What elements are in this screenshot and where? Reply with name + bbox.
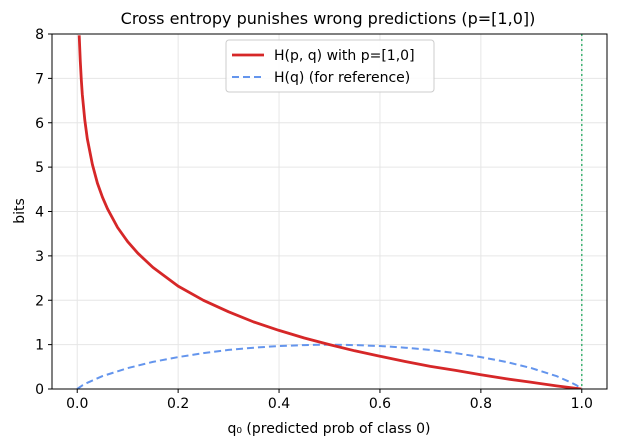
- x-tick-label: 0.6: [369, 396, 391, 412]
- y-axis: 0 1 2 3 4 5 6 7 8: [35, 27, 52, 398]
- y-tick-label: 8: [35, 27, 44, 43]
- x-axis-label: q₀ (predicted prob of class 0): [227, 421, 430, 437]
- y-tick-label: 2: [35, 293, 44, 309]
- legend-label: H(q) (for reference): [274, 70, 410, 86]
- x-tick-label: 0.2: [167, 396, 189, 412]
- y-tick-label: 7: [35, 71, 44, 87]
- x-tick-label: 0.8: [470, 396, 492, 412]
- y-tick-label: 5: [35, 160, 44, 176]
- legend-box: [225, 39, 435, 93]
- plot-area: [76, 34, 583, 389]
- x-tick-label: 0.0: [66, 396, 88, 412]
- y-tick-label: 3: [35, 249, 44, 265]
- series-line: [77, 35, 582, 389]
- legend-label: H(p, q) with p=[1,0]: [274, 48, 415, 64]
- y-tick-label: 0: [35, 382, 44, 398]
- chart-title: Cross entropy punishes wrong predictions…: [121, 9, 536, 28]
- x-tick-label: 1.0: [571, 396, 593, 412]
- y-tick-label: 1: [35, 338, 44, 354]
- x-tick-label: 0.4: [268, 396, 290, 412]
- series-line: [76, 343, 583, 389]
- y-tick-label: 4: [35, 205, 44, 221]
- y-axis-label: bits: [12, 198, 28, 224]
- y-tick-label: 6: [35, 116, 44, 132]
- legend: H(p, q) with p=[1,0] H(q) (for reference): [225, 39, 435, 93]
- x-axis: 0.0 0.2 0.4 0.6 0.8 1.0: [66, 389, 593, 412]
